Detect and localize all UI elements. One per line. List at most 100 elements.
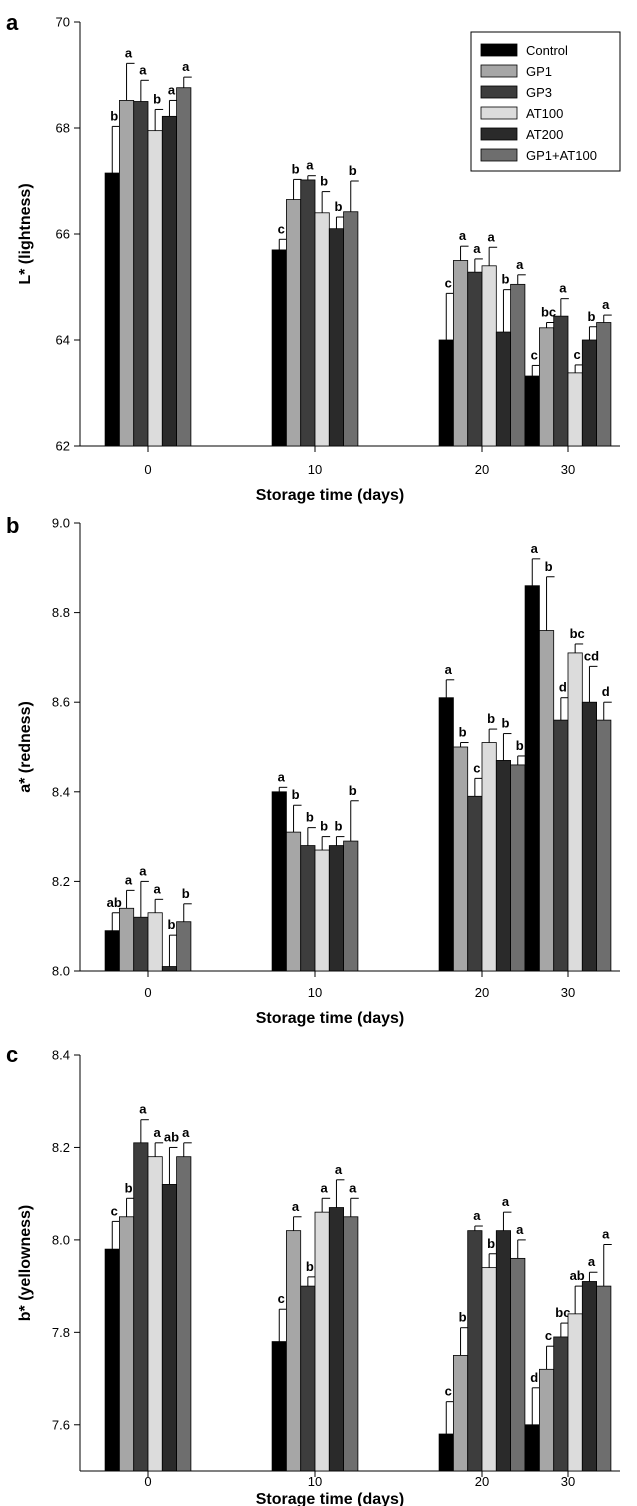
significance-letter: a xyxy=(139,62,147,77)
significance-letter: b xyxy=(459,725,467,740)
bar xyxy=(524,1424,540,1472)
x-tick-label: 10 xyxy=(308,462,322,477)
significance-letter: c xyxy=(574,347,581,362)
bar xyxy=(314,212,330,447)
bar xyxy=(567,1313,583,1472)
significance-letter: a xyxy=(182,59,190,74)
bar xyxy=(300,1285,316,1472)
bar xyxy=(161,1184,178,1472)
legend-label: Control xyxy=(526,43,568,58)
significance-letter: a xyxy=(125,872,133,887)
bar xyxy=(176,1156,192,1472)
bar xyxy=(119,1216,135,1472)
panel-letter: c xyxy=(6,1042,18,1067)
y-tick-label: 8.6 xyxy=(52,695,70,710)
y-tick-label: 64 xyxy=(56,333,70,348)
significance-letter: c xyxy=(278,1291,285,1306)
significance-letter: a xyxy=(125,45,133,60)
significance-letter: a xyxy=(516,1222,524,1237)
bar xyxy=(438,339,454,447)
bar xyxy=(104,172,120,447)
bar xyxy=(285,1230,302,1472)
bar xyxy=(481,742,497,972)
significance-letter: b xyxy=(292,161,300,176)
bar xyxy=(119,100,135,447)
bar xyxy=(495,760,511,972)
significance-letter: b xyxy=(153,91,161,106)
legend-label: GP1 xyxy=(526,64,552,79)
legend-label: AT200 xyxy=(526,127,563,142)
significance-letter: a xyxy=(459,228,467,243)
bar xyxy=(161,966,178,972)
chart-panel-c: c 7.6 7.8 8.0 8.2 8.4 0 10 20 30 Storage time (day… xyxy=(6,1042,620,1506)
y-tick-label: 8.0 xyxy=(52,964,70,979)
significance-letter: a xyxy=(278,769,286,784)
bar xyxy=(314,1211,330,1472)
bar xyxy=(510,764,526,972)
bar xyxy=(147,1156,163,1472)
significance-letter: a xyxy=(488,229,496,244)
significance-letter: a xyxy=(473,241,481,256)
y-tick-label: 9.0 xyxy=(52,516,70,531)
bar xyxy=(343,211,359,447)
x-axis-title: Storage time (days) xyxy=(256,1010,404,1027)
bar xyxy=(271,1341,287,1472)
bar xyxy=(271,791,287,972)
significance-letter: ab xyxy=(107,895,122,910)
y-tick-label: 8.2 xyxy=(52,874,70,889)
legend-label: GP1+AT100 xyxy=(526,148,597,163)
bar xyxy=(467,795,483,972)
significance-letter: a xyxy=(154,1125,162,1140)
significance-letter: a xyxy=(139,1102,147,1117)
significance-letter: bc xyxy=(570,626,585,641)
significance-letter: a xyxy=(306,158,314,173)
bar xyxy=(438,697,454,972)
bar xyxy=(314,849,330,972)
bar xyxy=(119,907,135,972)
bar xyxy=(147,130,163,447)
chart-panel-b: b 8.0 8.2 8.4 8.6 8.8 9.0 0 10 20 30 Storage time (… xyxy=(6,513,620,1027)
significance-letter: b xyxy=(334,199,342,214)
significance-letter: d xyxy=(602,684,610,699)
y-tick-label: 8.4 xyxy=(52,1048,70,1063)
bar xyxy=(553,315,569,447)
bar xyxy=(285,831,302,972)
significance-letter: c xyxy=(531,347,538,362)
bar xyxy=(343,840,359,972)
y-tick-label: 62 xyxy=(56,439,70,454)
significance-letter: ab xyxy=(570,1268,585,1283)
bar xyxy=(553,1336,569,1472)
significance-letter: a xyxy=(531,541,539,556)
significance-letter: cd xyxy=(584,648,599,663)
significance-letter: a xyxy=(516,257,524,272)
significance-letter: b xyxy=(125,1180,133,1195)
legend-label: AT100 xyxy=(526,106,563,121)
x-tick-label: 20 xyxy=(475,462,489,477)
significance-letter: c xyxy=(445,275,452,290)
significance-letter: a xyxy=(473,1208,481,1223)
y-tick-label: 70 xyxy=(56,15,70,30)
significance-letter: bc xyxy=(555,1305,570,1320)
significance-letter: b xyxy=(110,108,118,123)
significance-letter: b xyxy=(182,886,190,901)
bar xyxy=(328,1207,344,1472)
significance-letter: b xyxy=(349,163,357,178)
bar xyxy=(481,265,497,447)
bar xyxy=(104,1248,120,1472)
bar xyxy=(581,701,597,972)
y-tick-label: 66 xyxy=(56,227,70,242)
significance-letter: a xyxy=(292,1199,300,1214)
significance-letter: b xyxy=(306,810,314,825)
significance-letter: c xyxy=(111,1203,118,1218)
significance-letter: a xyxy=(349,1180,357,1195)
legend-swatch xyxy=(480,148,518,162)
bar xyxy=(495,1230,511,1472)
legend-swatch xyxy=(480,127,518,141)
significance-letter: a xyxy=(182,1125,190,1140)
significance-letter: b xyxy=(306,1259,314,1274)
significance-letter: a xyxy=(139,863,147,878)
x-tick-label: 20 xyxy=(475,985,489,1000)
significance-letter: a xyxy=(335,1162,343,1177)
significance-letter: b xyxy=(516,738,524,753)
